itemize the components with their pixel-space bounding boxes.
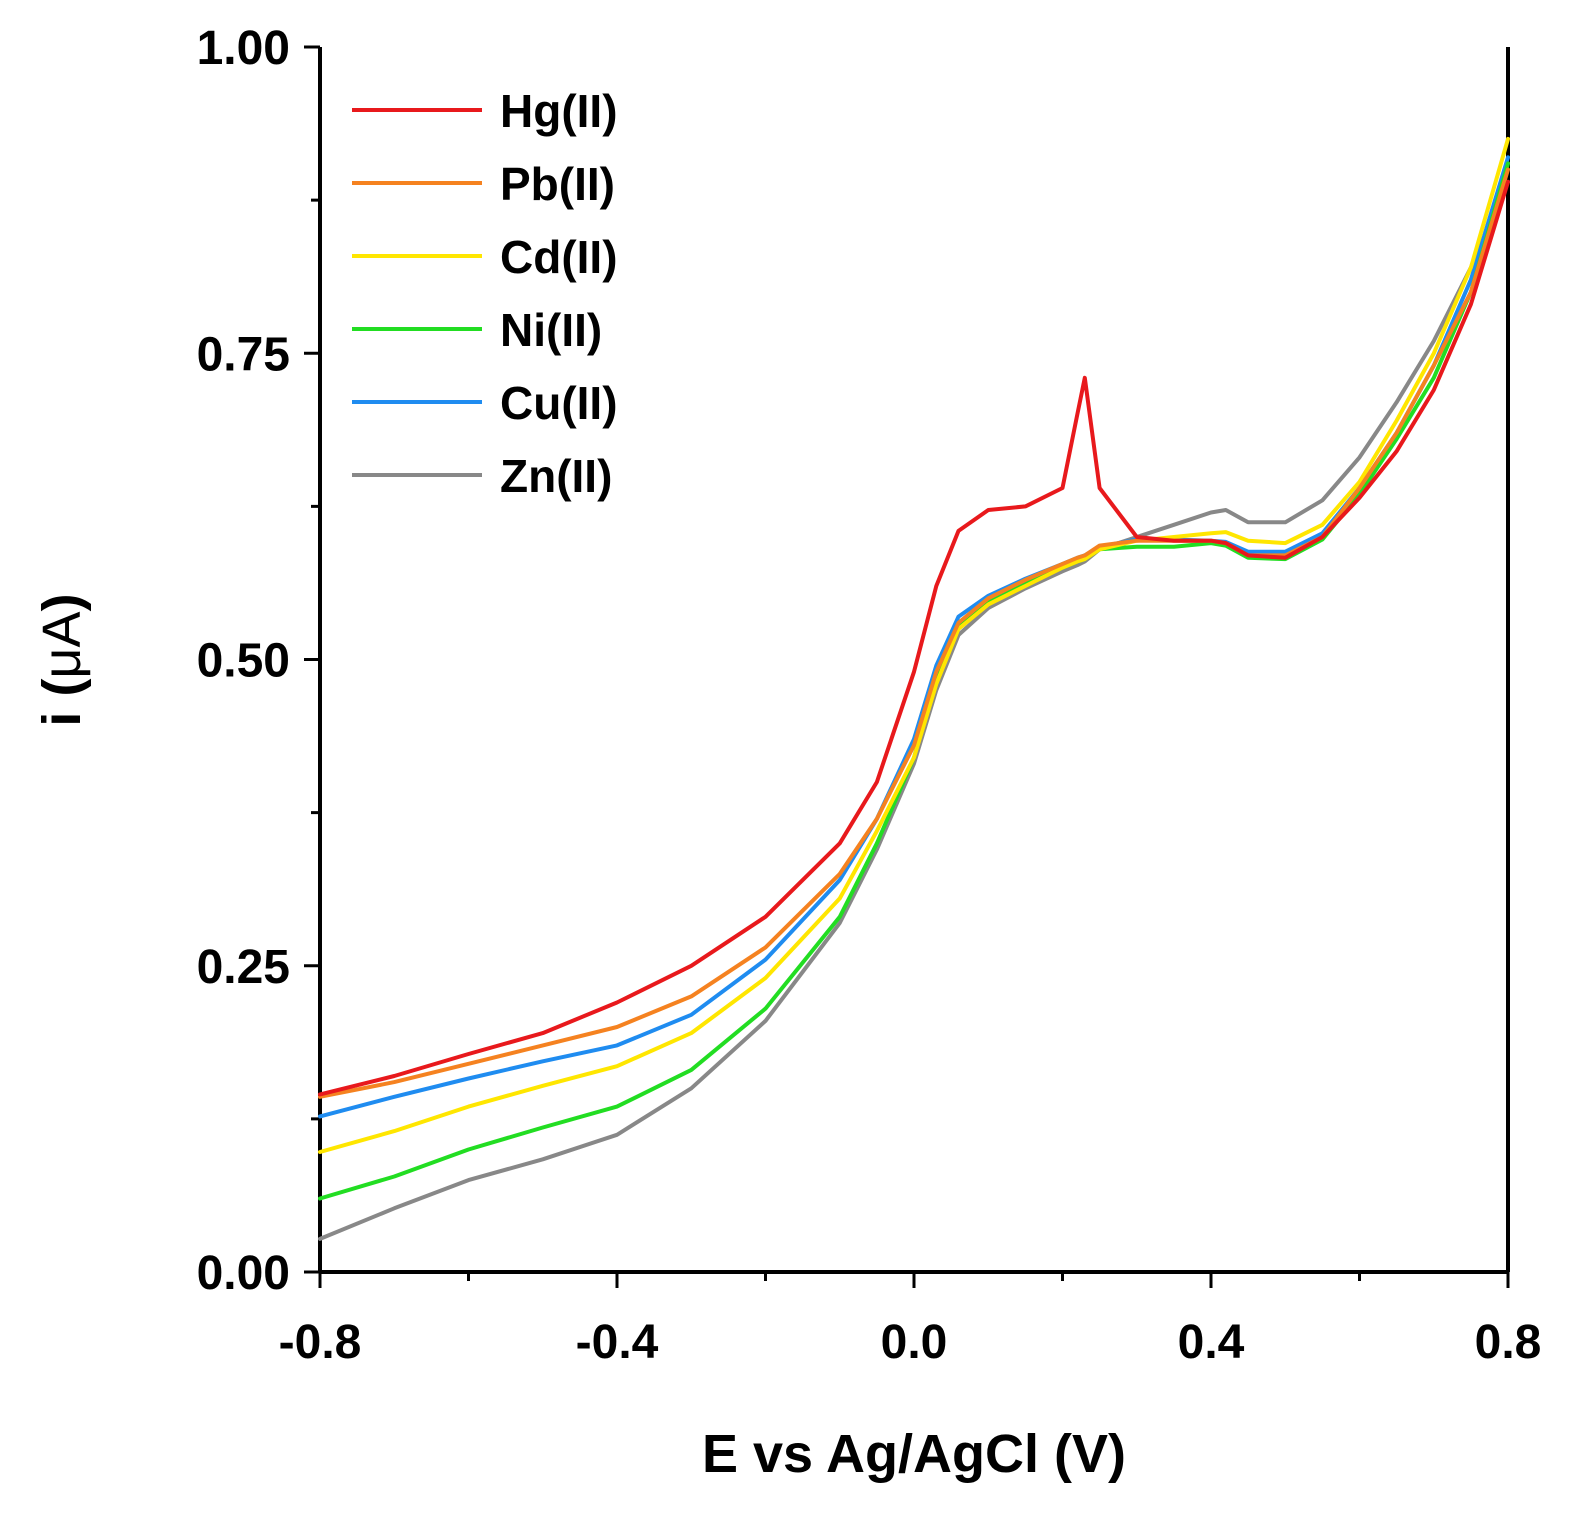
legend-label-cd-ii: Cd(II)	[500, 231, 618, 283]
legend-label-hg-ii: Hg(II)	[500, 85, 618, 137]
series-line-cd-ii	[318, 136, 1510, 1154]
x-tick-label: 0.0	[881, 1316, 948, 1369]
series-line-cu-ii	[318, 155, 1510, 1119]
axes	[318, 47, 1510, 1274]
y-tick-label: 0.25	[197, 941, 290, 994]
series-line-hg-ii	[318, 179, 1510, 1097]
x-tick-label: 0.4	[1178, 1316, 1245, 1369]
x-axis-title: E vs Ag/AgCl (V)	[702, 1424, 1126, 1484]
series-line-pb-ii	[318, 167, 1510, 1099]
series-lines	[318, 136, 1510, 1241]
y-axis-title-prefix: i (	[32, 679, 92, 727]
legend: Hg(II) Pb(II) Cd(II) Ni(II) Cu(II) Zn(II)	[352, 85, 618, 502]
legend-label-pb-ii: Pb(II)	[500, 158, 615, 210]
x-tick-label: 0.8	[1475, 1316, 1542, 1369]
y-axis-title-suffix: )	[32, 593, 92, 611]
y-tick-label: 0.75	[197, 328, 290, 381]
y-axis-title-unit: μA	[32, 611, 92, 678]
y-tick-label: 1.00	[197, 22, 290, 75]
series-line-ni-ii	[318, 161, 1510, 1201]
y-axis-title: i (μA)	[32, 593, 92, 726]
series-line-zn-ii	[318, 179, 1510, 1241]
legend-label-ni-ii: Ni(II)	[500, 304, 602, 356]
y-tick-label: 0.50	[197, 635, 290, 688]
ticks: -0.8 -0.4 0.0 0.4 0.8 0.00 0.25 0.50 0.75 1.00	[197, 22, 1542, 1369]
x-tick-label: -0.4	[576, 1316, 659, 1369]
legend-label-zn-ii: Zn(II)	[500, 450, 612, 502]
x-tick-label: -0.8	[279, 1316, 362, 1369]
legend-label-cu-ii: Cu(II)	[500, 377, 618, 429]
y-tick-label: 0.00	[197, 1247, 290, 1300]
